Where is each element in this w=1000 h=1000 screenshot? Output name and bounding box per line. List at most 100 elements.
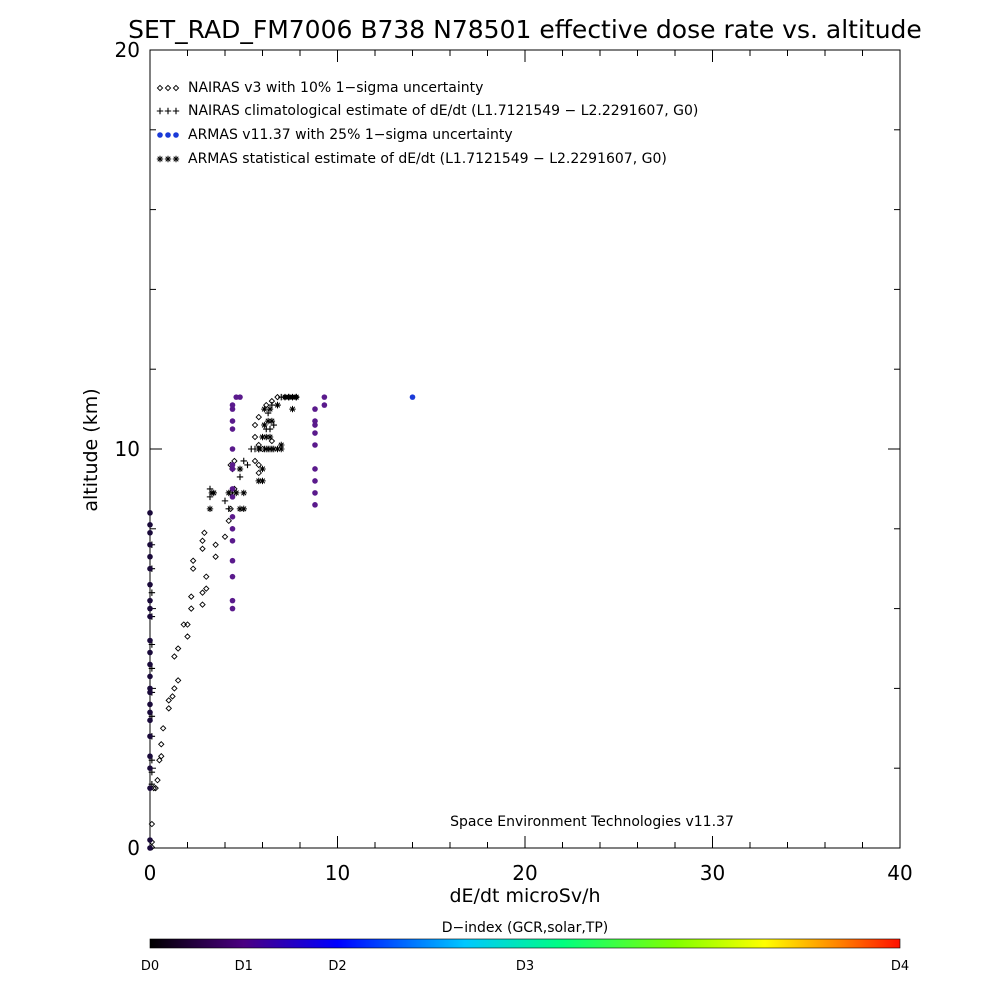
data-point (221, 497, 229, 505)
series-plus (148, 393, 300, 788)
data-point (147, 637, 153, 644)
colorbar-label: D4 (891, 959, 909, 974)
colorbar-label: D2 (328, 959, 346, 974)
series-asterisk (206, 393, 300, 513)
data-point (189, 557, 197, 564)
data-point (199, 545, 206, 552)
data-point (212, 541, 219, 548)
data-point (289, 393, 296, 401)
data-point (312, 502, 318, 508)
data-point (229, 573, 236, 580)
data-point (312, 478, 318, 484)
data-point (233, 489, 240, 497)
data-point (278, 441, 285, 449)
data-point (240, 505, 247, 513)
data-point (147, 581, 153, 588)
data-point (255, 445, 262, 453)
data-point (147, 565, 153, 572)
data-point (199, 537, 206, 545)
data-point (203, 585, 210, 592)
data-point (259, 465, 266, 473)
legend-marker (156, 84, 164, 92)
data-marks (147, 393, 416, 851)
data-point (229, 446, 236, 452)
data-point (236, 505, 244, 513)
data-point (251, 433, 259, 441)
data-point (147, 541, 153, 548)
data-point (158, 741, 165, 748)
data-point (255, 477, 262, 485)
data-point (321, 394, 328, 400)
data-point (229, 418, 236, 424)
data-point (270, 445, 277, 453)
data-point (174, 645, 182, 652)
colorbar-label: D1 (235, 959, 253, 974)
data-point (312, 466, 318, 472)
legend-entry: ARMAS statistical estimate of dE/dt (L1.… (188, 151, 667, 167)
legend-marker (156, 155, 164, 163)
x-axis-label: dE/dt microSv/h (449, 885, 600, 907)
data-point (189, 565, 197, 572)
data-point (154, 776, 161, 784)
data-point (147, 701, 153, 708)
data-point (147, 597, 153, 604)
data-point (147, 510, 153, 516)
data-point (237, 394, 243, 400)
data-point (206, 505, 214, 513)
colorbar-label: D0 (141, 959, 159, 974)
data-point (268, 417, 276, 425)
data-point (165, 697, 172, 704)
data-point (184, 621, 191, 628)
data-point (312, 418, 318, 424)
y-tick-label: 20 (115, 38, 140, 62)
data-point (147, 733, 153, 740)
data-point (229, 486, 236, 492)
data-point (229, 557, 236, 564)
data-point (274, 445, 281, 453)
data-point (152, 784, 159, 792)
data-point (229, 406, 236, 412)
data-point (210, 489, 217, 497)
data-point (199, 589, 206, 596)
data-point (240, 457, 247, 465)
data-point (147, 553, 153, 560)
data-point (225, 505, 232, 513)
data-point (289, 405, 296, 413)
axis-ticks (149, 49, 901, 849)
legend-marker (172, 84, 180, 92)
y-tick-labels: 0 10 20 (115, 38, 140, 860)
series-circle (147, 394, 416, 851)
data-point (229, 494, 236, 500)
chart-title: SET_RAD_FM7006 B738 N78501 effective dos… (128, 15, 922, 44)
data-point (266, 425, 274, 433)
data-point (147, 529, 153, 536)
data-point (229, 597, 236, 604)
data-point (274, 401, 281, 409)
data-point (229, 605, 236, 612)
data-point (221, 533, 229, 541)
data-point (266, 445, 274, 453)
data-point (171, 685, 178, 692)
data-point (147, 709, 153, 716)
colorbar-label: D3 (516, 959, 534, 974)
data-point (261, 421, 268, 429)
data-point (188, 593, 195, 600)
data-point (212, 553, 219, 560)
data-point (312, 406, 318, 412)
data-point (229, 426, 236, 432)
data-point (147, 765, 153, 771)
data-point (255, 469, 262, 477)
data-point (156, 756, 163, 764)
data-point (203, 573, 210, 580)
data-point (171, 653, 178, 660)
data-point (293, 393, 300, 401)
colorbar (149, 938, 901, 949)
x-tick-label: 40 (887, 861, 912, 885)
data-point (201, 529, 208, 537)
x-tick-label: 0 (144, 861, 157, 885)
data-point (147, 649, 153, 656)
x-tick-label: 20 (512, 861, 537, 885)
data-point (285, 393, 292, 401)
data-point (147, 689, 153, 696)
legend-marker (164, 155, 172, 163)
